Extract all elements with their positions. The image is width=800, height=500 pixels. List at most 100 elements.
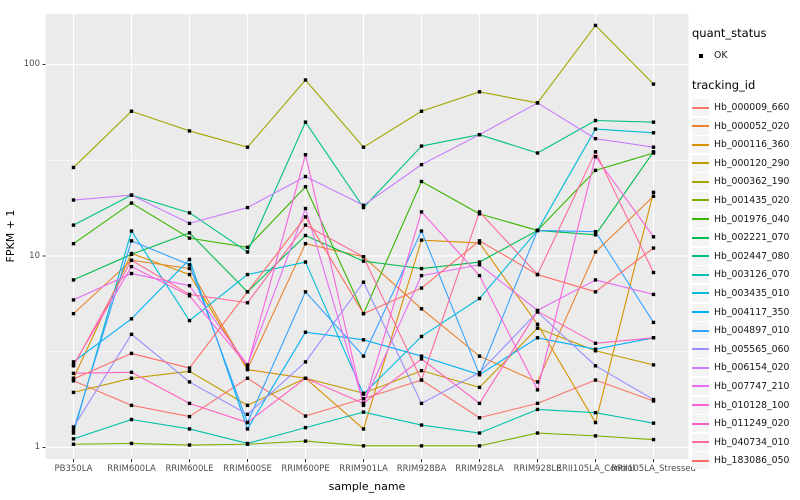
data-point	[187, 236, 192, 240]
data-point	[187, 427, 192, 431]
data-point	[651, 145, 656, 149]
data-point	[477, 210, 482, 214]
legend-item-Hb_007747_210: Hb_007747_210	[692, 377, 800, 395]
data-point	[129, 258, 134, 262]
x-tick-label-RRIM901LA: RRIM901LA	[339, 464, 388, 474]
legend-item-label: Hb_003126_070	[714, 269, 790, 281]
data-point	[651, 437, 656, 442]
data-point	[129, 332, 134, 337]
data-point	[245, 403, 250, 408]
series-color-line-icon	[692, 125, 709, 128]
data-point	[71, 379, 76, 383]
data-point	[535, 431, 540, 435]
legend-item-Hb_010128_100: Hb_010128_100	[692, 396, 800, 414]
data-point	[593, 378, 598, 382]
legend-key-swatch	[692, 359, 709, 377]
data-point	[593, 229, 598, 234]
data-point	[71, 428, 76, 432]
data-point	[303, 206, 308, 211]
legend-key-swatch	[692, 322, 709, 340]
data-point	[419, 307, 424, 311]
legend-item-label: Hb_002447_080	[714, 250, 790, 262]
x-tick-label-RRIM600LE: RRIM600LE	[165, 464, 214, 474]
data-point	[303, 174, 308, 179]
legend-item-label: Hb_000052_020	[714, 120, 790, 132]
legend-item-Hb_002221_070: Hb_002221_070	[692, 229, 800, 247]
data-point	[477, 370, 482, 375]
data-point	[651, 336, 656, 340]
data-point	[303, 360, 308, 364]
data-point	[245, 145, 250, 149]
data-point	[419, 109, 424, 113]
data-point	[303, 260, 308, 264]
data-point	[535, 309, 540, 313]
data-point	[303, 330, 308, 334]
x-tick-label-RRII105LA_Stressed: RRII105LA_Stressed	[611, 464, 696, 474]
data-point	[361, 396, 366, 401]
data-point	[419, 334, 424, 339]
data-point	[245, 376, 250, 380]
legend-item-label: Hb_010128_100	[714, 399, 790, 411]
legend-item-Hb_002447_080: Hb_002447_080	[692, 247, 800, 265]
data-point	[71, 431, 76, 435]
data-point	[187, 231, 192, 235]
legend-item-Hb_011249_020: Hb_011249_020	[692, 415, 800, 433]
data-point	[477, 273, 482, 278]
data-point	[129, 193, 134, 197]
x-tick-label-RRIM928BA: RRIM928BA	[396, 464, 447, 474]
data-point	[187, 414, 192, 419]
data-point	[651, 194, 656, 198]
data-point	[303, 233, 308, 238]
data-point	[593, 233, 598, 237]
legend-item-label: Hb_000362_190	[714, 176, 790, 188]
data-point	[535, 326, 540, 330]
legend-item-Hb_004897_010: Hb_004897_010	[692, 322, 800, 340]
data-point	[477, 239, 482, 243]
legend-item-Hb_003126_070: Hb_003126_070	[692, 266, 800, 284]
legend-key-swatch	[692, 136, 709, 154]
data-point	[535, 101, 540, 105]
series-color-line-icon	[692, 422, 709, 425]
data-point	[651, 320, 656, 325]
data-point	[71, 298, 76, 302]
data-point	[71, 165, 76, 170]
legend-title-quant-status: quant_status	[692, 26, 767, 40]
series-color-line-icon	[692, 162, 709, 165]
legend-key-swatch	[692, 229, 709, 247]
data-point	[419, 238, 424, 242]
series-color-line-icon	[692, 143, 709, 146]
data-point	[245, 205, 250, 210]
data-point	[593, 150, 598, 154]
data-point	[361, 203, 366, 207]
legend-item-Hb_003435_010: Hb_003435_010	[692, 284, 800, 302]
legend-item-Hb_000362_190: Hb_000362_190	[692, 173, 800, 191]
data-point	[593, 127, 598, 131]
data-point	[303, 153, 308, 157]
series-color-line-icon	[692, 329, 709, 332]
legend-item-label: Hb_001976_040	[714, 213, 790, 225]
data-point	[245, 301, 250, 305]
data-point	[187, 221, 192, 226]
data-point	[593, 290, 598, 294]
x-tick-label-PB350LA: PB350LA	[54, 464, 93, 474]
legend-item-label: Hb_007747_210	[714, 380, 790, 392]
legend-key-swatch	[692, 266, 709, 284]
legend-quant-status: quant_status OK	[692, 26, 800, 64]
data-point	[71, 425, 76, 429]
data-point	[71, 390, 76, 395]
series-color-line-icon	[692, 292, 709, 295]
ok-point-icon	[698, 53, 703, 58]
legend-item-label: Hb_004117_350	[714, 306, 790, 318]
data-point	[245, 412, 250, 417]
data-point	[245, 427, 250, 431]
data-point	[129, 239, 134, 243]
data-point	[651, 270, 656, 275]
data-point	[651, 150, 656, 154]
data-point	[187, 366, 192, 370]
legend-key-swatch	[692, 99, 709, 116]
x-tick-label-RRIM600PE: RRIM600PE	[281, 464, 330, 474]
legend-item-label: Hb_011249_020	[714, 418, 790, 430]
data-point	[535, 272, 540, 277]
legend-key-swatch	[692, 191, 709, 209]
data-point	[129, 351, 134, 356]
